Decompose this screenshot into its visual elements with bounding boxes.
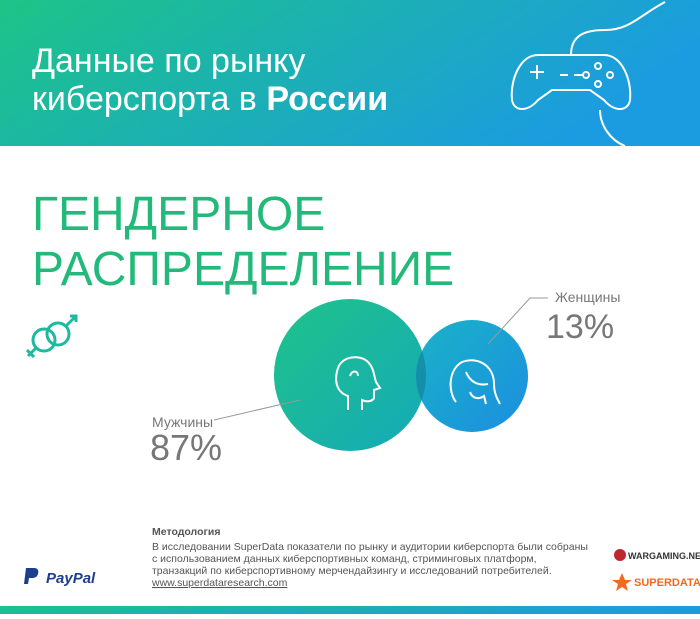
group-value: 13% — [546, 308, 614, 346]
superdata-logo: SUPERDATA — [612, 573, 700, 591]
footer-heading: Методология — [152, 526, 220, 538]
female-circle — [416, 320, 528, 432]
footer-text: В исследовании SuperData показатели по р… — [152, 541, 588, 553]
footer-bar — [0, 606, 700, 614]
footer-text: транзакций по киберспортивному мерчендай… — [152, 565, 552, 577]
footer-text: с использованием данных киберспортивных … — [152, 553, 537, 565]
logo-text: PayPal — [46, 570, 96, 587]
group-label: Мужчины — [152, 414, 213, 430]
leader-line — [487, 297, 548, 345]
section-title: ГЕНДЕРНОЕ — [32, 188, 325, 241]
wargaming-logo: WARGAMING.NET — [614, 549, 700, 561]
section-title: РАСПРЕДЕЛЕНИЕ — [32, 243, 454, 296]
female-icon — [449, 359, 501, 405]
group-value: 87% — [150, 427, 222, 468]
group-label: Женщины — [555, 289, 620, 305]
header-title: киберспорта в России — [32, 80, 388, 118]
gamepad-icon — [510, 1, 666, 147]
leader-line — [213, 399, 301, 421]
footer-link[interactable]: www.superdataresearch.com — [151, 577, 288, 589]
paypal-logo: PayPal — [24, 568, 96, 587]
header-title: Данные по рынку — [32, 42, 305, 80]
male-icon — [335, 356, 382, 410]
logo-text: WARGAMING.NET — [628, 551, 700, 561]
gender-icon — [25, 314, 78, 359]
logo-text: SUPERDATA — [634, 577, 700, 589]
